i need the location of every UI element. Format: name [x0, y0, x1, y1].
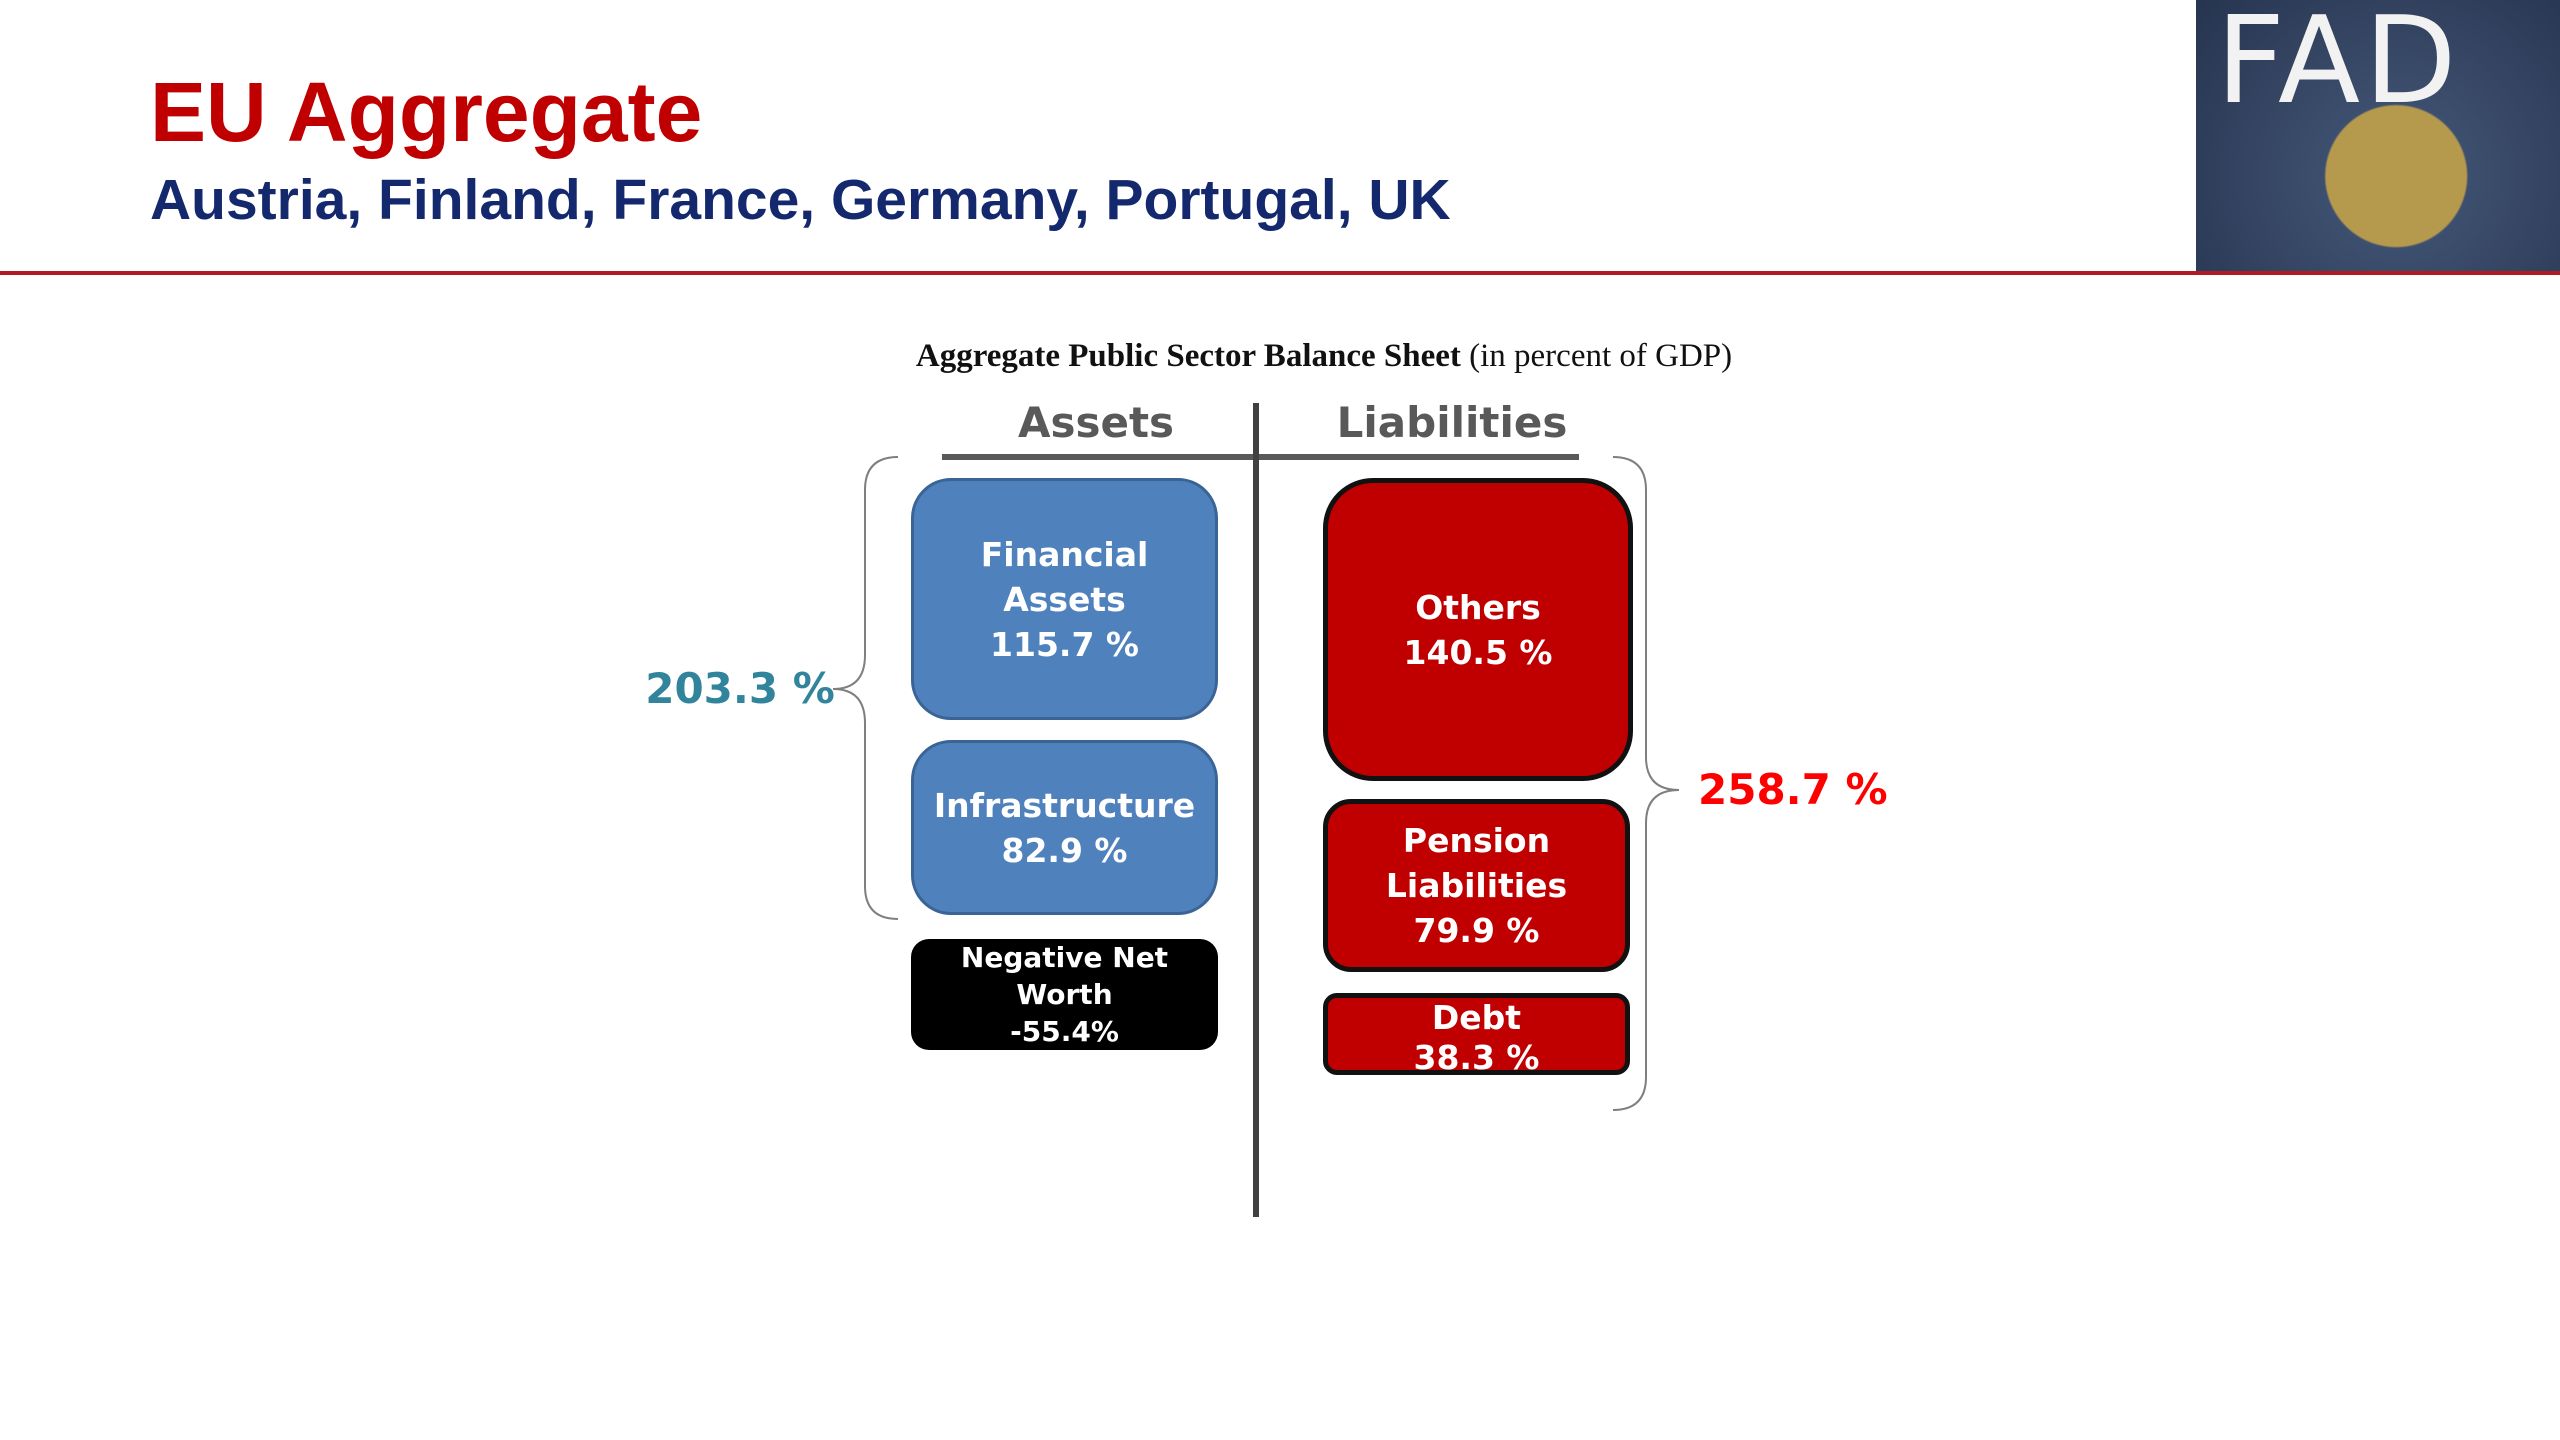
diagram-title: Aggregate Public Sector Balance Sheet (i… — [0, 338, 2560, 375]
liability-box: Others 140.5 % — [1323, 478, 1633, 781]
box-value: -55.4% — [1010, 1015, 1119, 1048]
box-value: 38.3 % — [1413, 1038, 1540, 1077]
asset-box: Financial Assets 115.7 % — [911, 478, 1218, 720]
logo-text: FAD — [2216, 0, 2461, 131]
logo: FAD — [2196, 0, 2560, 271]
box-label: Infrastructure — [933, 785, 1196, 825]
liabilities-total: 258.7 % — [1698, 765, 1888, 814]
box-label: Pension Liabilities — [1385, 821, 1568, 905]
assets-brace — [832, 456, 899, 920]
header-rule — [0, 271, 2560, 275]
slide-subtitle: Austria, Finland, France, Germany, Portu… — [150, 168, 1451, 232]
net-worth-box: Negative Net Worth -55.4% — [911, 939, 1218, 1050]
box-value: 79.9 % — [1413, 911, 1540, 950]
box-label: Others — [1415, 587, 1541, 627]
box-label: Negative Net Worth — [960, 941, 1169, 1011]
box-value: 82.9 % — [1001, 830, 1128, 870]
asset-box: Infrastructure 82.9 % — [911, 740, 1218, 915]
box-label: Financial Assets — [980, 534, 1149, 619]
liability-box: Pension Liabilities 79.9 % — [1323, 799, 1630, 972]
slide-title: EU Aggregate — [150, 65, 703, 159]
assets-total: 203.3 % — [645, 664, 835, 713]
box-label: Debt — [1431, 998, 1522, 1037]
liabilities-heading: Liabilities — [1336, 398, 1568, 447]
liabilities-brace — [1612, 456, 1680, 1111]
assets-heading: Assets — [1017, 398, 1175, 447]
diagram-title-main: Aggregate Public Sector Balance Sheet — [915, 338, 1461, 374]
diagram-title-note: (in percent of GDP) — [1469, 338, 1733, 374]
liability-box: Debt 38.3 % — [1323, 993, 1630, 1077]
box-value: 115.7 % — [990, 624, 1139, 664]
box-value: 140.5 % — [1403, 632, 1553, 672]
